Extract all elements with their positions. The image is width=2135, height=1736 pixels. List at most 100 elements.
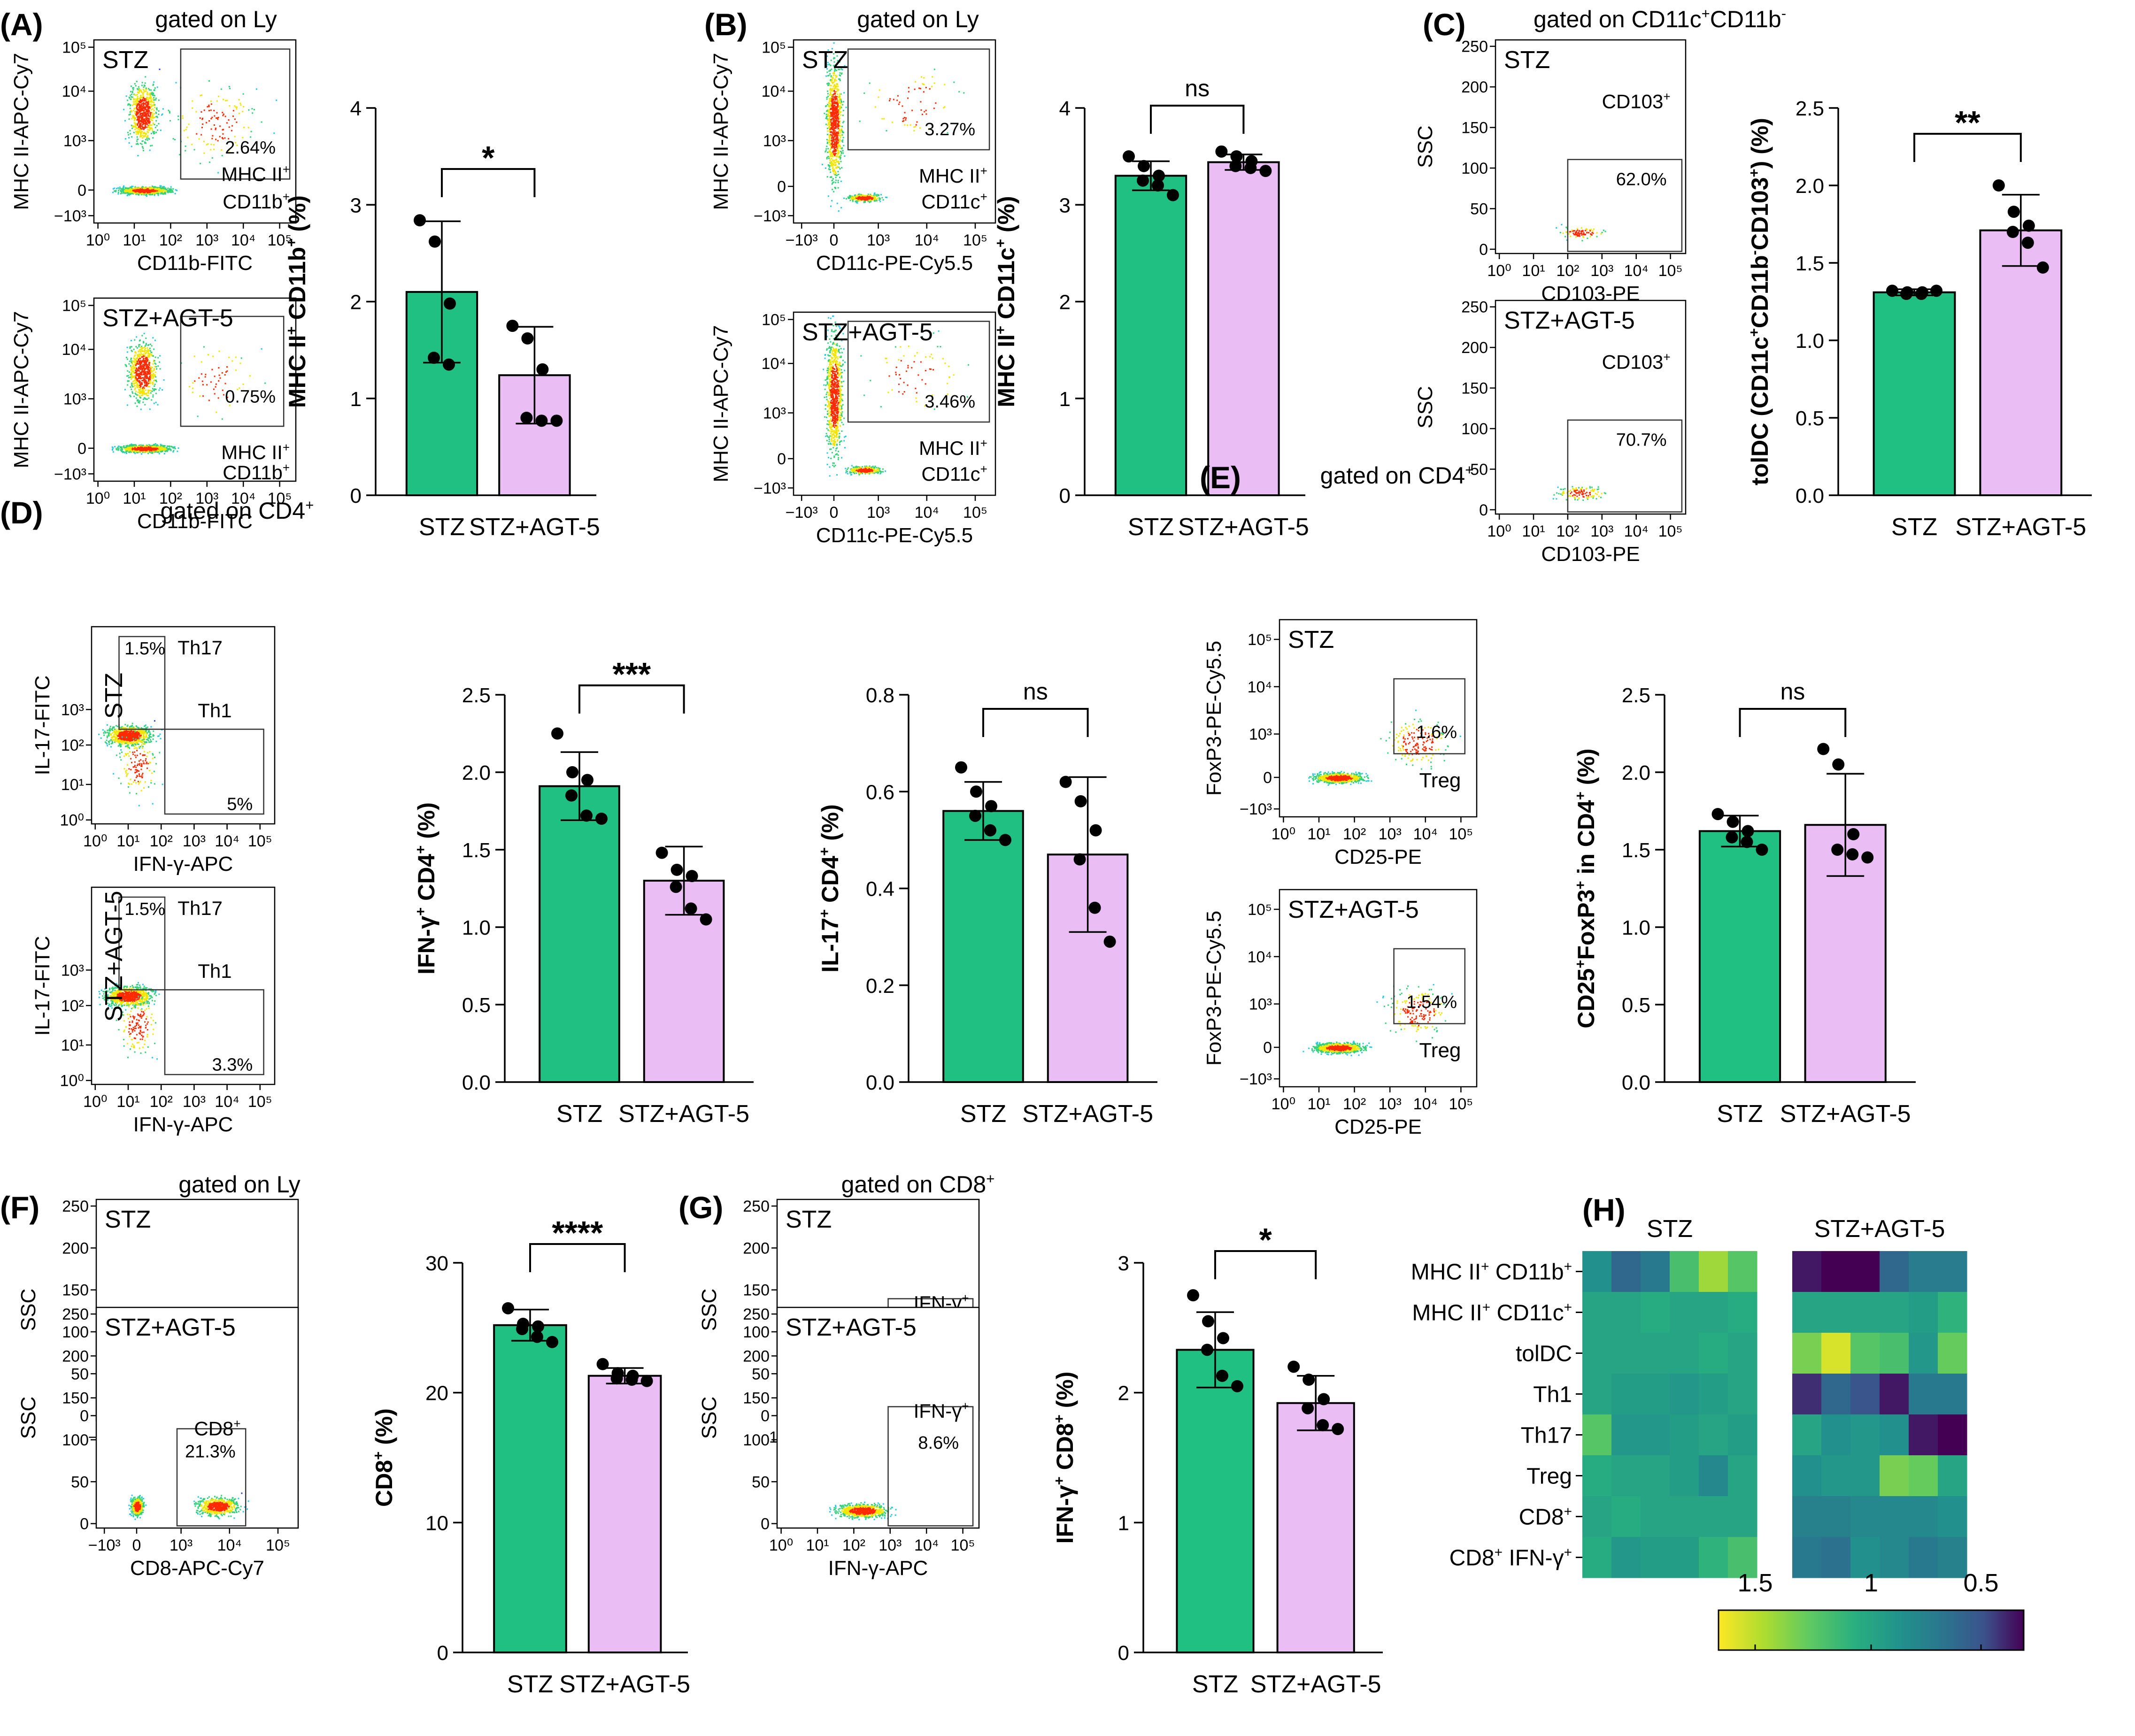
event-dot [152, 131, 154, 133]
event-dot [139, 110, 140, 112]
event-dot [848, 196, 850, 198]
event-dot [134, 449, 136, 451]
event-dot [836, 101, 838, 103]
event-dot [235, 106, 237, 108]
event-dot [159, 387, 161, 389]
event-dot [831, 122, 832, 124]
event-dot [162, 186, 163, 188]
event-dot [149, 121, 151, 123]
event-dot [121, 449, 123, 451]
event-dot [139, 117, 140, 119]
event-dot [140, 193, 141, 194]
event-dot [879, 200, 881, 202]
event-dot [133, 367, 135, 369]
superscript: + [283, 440, 290, 454]
event-dot [141, 335, 143, 337]
event-dot [135, 193, 137, 195]
event-dot [175, 189, 177, 191]
event-dot [157, 404, 159, 406]
event-dot [141, 131, 143, 132]
event-dot [826, 97, 828, 98]
event-dot [145, 139, 146, 141]
event-dot [177, 119, 179, 121]
y-tick-label: 10⁴ [762, 83, 786, 100]
event-dot [827, 114, 829, 116]
event-dot [224, 383, 226, 384]
event-dot [146, 97, 148, 99]
event-dot [839, 123, 840, 124]
event-dot [149, 350, 151, 352]
event-dot [193, 149, 195, 151]
event-dot [143, 374, 144, 376]
event-dot [148, 190, 150, 192]
event-dot [151, 127, 152, 129]
event-dot [224, 374, 226, 376]
event-dot [889, 100, 890, 101]
event-dot [147, 117, 149, 119]
event-dot [878, 96, 879, 98]
event-dot [146, 368, 148, 370]
event-dot [863, 195, 865, 197]
event-dot [215, 383, 217, 385]
event-dot [155, 447, 157, 449]
event-dot [135, 445, 137, 446]
event-dot [154, 193, 155, 195]
event-dot [170, 186, 172, 188]
event-dot [146, 365, 148, 367]
event-dot [126, 351, 128, 353]
event-dot [931, 85, 933, 87]
event-dot [829, 156, 831, 158]
event-dot [836, 75, 838, 77]
x-tick-label: 10³ [195, 231, 218, 249]
event-dot [200, 162, 201, 164]
event-dot [832, 170, 834, 172]
event-dot [147, 350, 149, 352]
event-dot [220, 88, 222, 90]
event-dot [185, 129, 187, 131]
event-dot [166, 450, 168, 452]
event-dot [131, 374, 132, 376]
event-dot [154, 90, 155, 91]
event-dot [138, 386, 140, 388]
population-label: MHC II+ [919, 164, 987, 187]
event-dot [154, 87, 156, 89]
event-dot [128, 376, 130, 378]
event-dot [828, 118, 830, 120]
event-dot [208, 110, 210, 111]
event-dot [138, 89, 140, 91]
event-dot [121, 447, 123, 449]
event-dot [826, 115, 828, 117]
event-dot [893, 99, 894, 100]
event-dot [243, 106, 245, 108]
event-dot [129, 188, 131, 190]
x-axis-label: CD11b-FITC [137, 252, 253, 275]
event-dot [123, 189, 125, 191]
event-dot [145, 87, 147, 89]
event-dot [116, 188, 118, 190]
event-dot [150, 112, 152, 114]
event-dot [139, 124, 140, 126]
event-dot [139, 188, 141, 190]
event-dot [146, 377, 147, 378]
event-dot [840, 134, 842, 136]
event-dot [168, 190, 170, 192]
event-dot [146, 106, 147, 108]
sample-name: STZ [802, 46, 848, 74]
event-dot [881, 197, 883, 199]
event-dot [135, 100, 137, 101]
event-dot [123, 108, 125, 110]
event-dot [151, 116, 153, 118]
event-dot [138, 126, 140, 128]
x-tick-label: 10² [159, 231, 182, 249]
event-dot [136, 113, 138, 115]
event-dot [147, 103, 149, 105]
event-dot [112, 192, 114, 193]
event-dot [146, 194, 147, 196]
event-dot [834, 95, 836, 97]
event-dot [211, 138, 213, 139]
x-tick-label: −10³ [786, 231, 818, 249]
event-dot [830, 176, 832, 178]
event-dot [123, 446, 124, 448]
population-label: MHC II+ [221, 440, 290, 463]
event-dot [131, 185, 132, 187]
